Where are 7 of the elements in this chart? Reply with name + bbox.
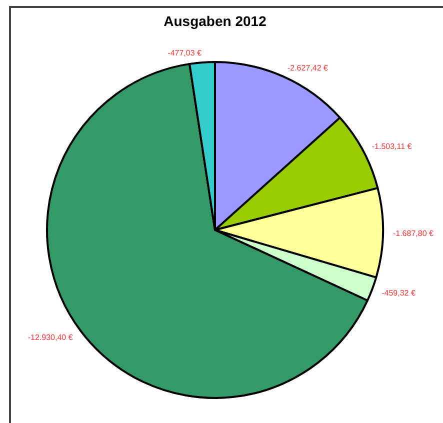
text: -12.930,40 € (28, 333, 74, 342)
text: -477,03 € (168, 48, 202, 58)
text: -1.687,80 € (392, 229, 434, 238)
text: -2.627,42 € (287, 63, 328, 72)
text: -1.503,11 € (372, 142, 412, 151)
text: -459,32 € (382, 288, 416, 298)
chart-title: Ausgaben 2012 (164, 13, 267, 29)
